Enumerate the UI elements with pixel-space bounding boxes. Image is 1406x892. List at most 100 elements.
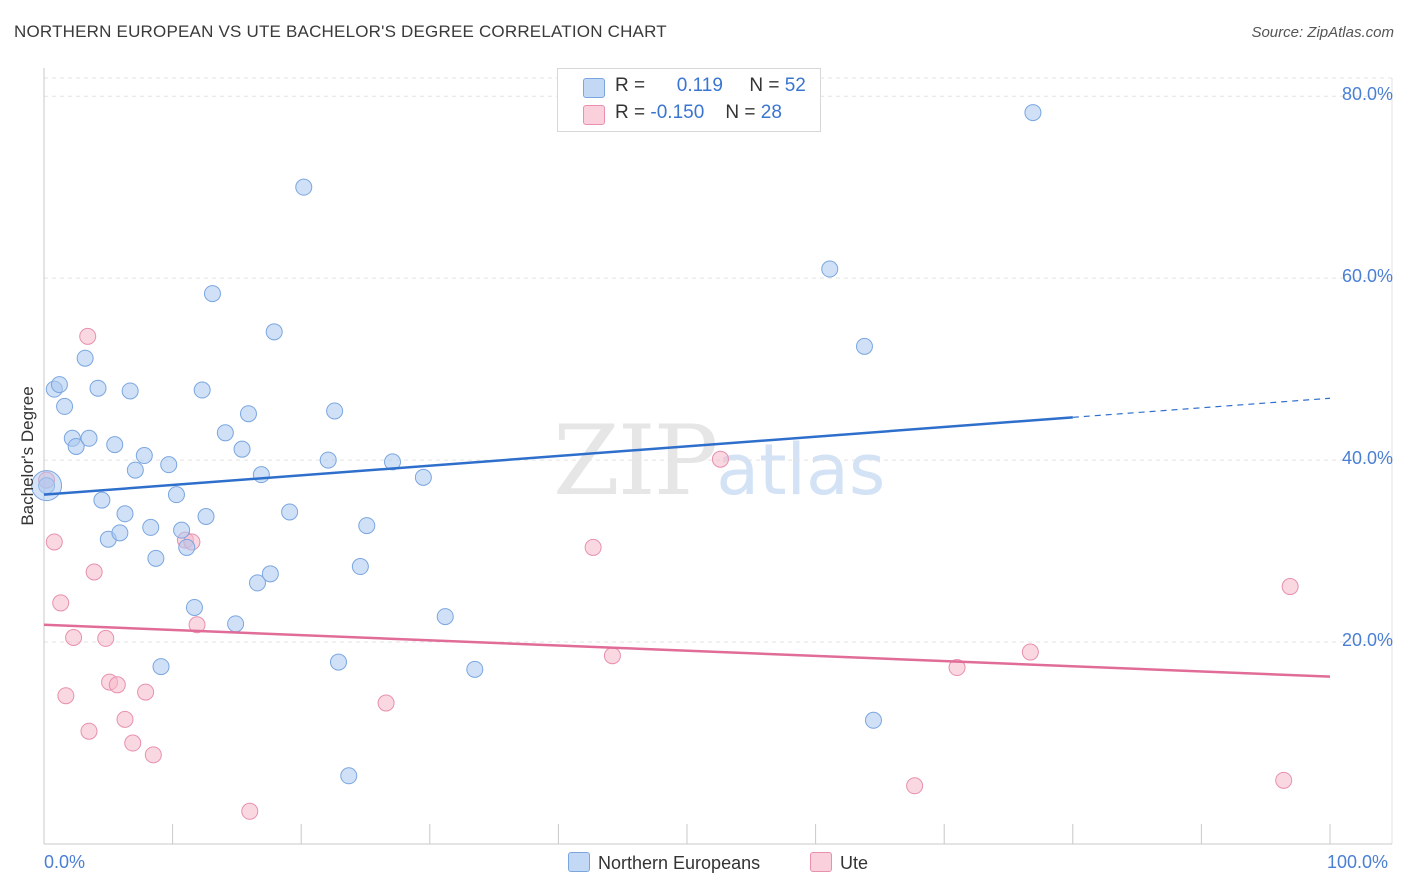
ute-point <box>57 687 75 705</box>
northern-european-point <box>111 524 129 542</box>
ute-point <box>116 710 134 728</box>
ute-point <box>144 746 162 764</box>
ute-point <box>188 616 206 634</box>
northern-european-point <box>167 486 185 504</box>
northern-european-point <box>319 451 337 469</box>
legend-r-label: R = <box>615 75 646 96</box>
northern-european-point <box>855 337 873 355</box>
northern-european-point <box>1024 104 1042 122</box>
ute-point <box>108 676 126 694</box>
ute-point <box>241 802 259 820</box>
ute-point <box>603 647 621 665</box>
legend-swatch-pink <box>810 852 832 872</box>
northern-european-point <box>142 518 160 536</box>
ute-trend-line <box>43 623 1331 678</box>
legend-r-label: R = <box>615 102 646 123</box>
ute-point <box>79 327 97 345</box>
northern-european-point <box>340 767 358 785</box>
northern-european-point <box>821 260 839 278</box>
ute-point <box>1021 643 1039 661</box>
northern-european-point <box>216 424 234 442</box>
northern-european-point <box>203 285 221 303</box>
northern-european-point <box>193 381 211 399</box>
source-label: Source: ZipAtlas.com <box>1251 24 1394 41</box>
ute-point <box>80 722 98 740</box>
northern-european-point <box>89 379 107 397</box>
northern-european-point <box>248 574 266 592</box>
legend-label-ute: Ute <box>840 853 869 873</box>
x-tick-label-max: 100.0% <box>1327 852 1389 872</box>
northern-european-trend-extension <box>1072 397 1331 418</box>
northern-european-point <box>329 653 347 671</box>
ute-point <box>85 563 103 581</box>
northern-european-point <box>197 508 215 526</box>
trend-lines <box>43 397 1331 678</box>
northern-european-points <box>31 104 1042 785</box>
northern-european-point <box>56 397 74 415</box>
northern-european-point <box>252 466 270 484</box>
legend-swatch-blue <box>583 78 605 98</box>
northern-european-point <box>233 440 251 458</box>
legend-r-value: 0.119 <box>676 75 723 96</box>
northern-european-point <box>261 565 279 583</box>
legend-swatch-blue <box>568 852 590 872</box>
northern-european-point <box>466 660 484 678</box>
northern-european-point <box>436 608 454 626</box>
ute-point <box>45 533 63 551</box>
ute-point <box>137 683 155 701</box>
northern-european-point <box>126 461 144 479</box>
northern-european-point <box>351 558 369 576</box>
northern-european-point <box>265 323 283 341</box>
legend-label-northern-europeans: Northern Europeans <box>598 853 761 873</box>
legend-n-value: 28 <box>760 102 782 123</box>
correlation-legend: R = 0.119 N = 52 R = -0.150 N = 28 <box>557 68 821 132</box>
northern-european-point <box>414 468 432 486</box>
northern-european-trend-line <box>43 416 1073 496</box>
watermark-zip: ZIP <box>553 405 718 517</box>
northern-european-point <box>76 349 94 367</box>
ute-point <box>906 777 924 795</box>
ute-point <box>948 659 966 677</box>
northern-european-point <box>326 402 344 420</box>
x-tick-label-min: 0.0% <box>44 852 86 872</box>
northern-european-point <box>864 711 882 729</box>
ute-points <box>38 327 1299 820</box>
northern-european-point <box>67 437 85 455</box>
northern-european-point <box>384 453 402 471</box>
ute-point <box>52 594 70 612</box>
ute-point <box>65 629 83 646</box>
ute-point <box>584 538 602 556</box>
northern-european-point <box>160 456 178 474</box>
legend-n-value: 52 <box>784 75 806 96</box>
legend-item-northern-europeans[interactable]: Northern Europeans <box>568 852 760 874</box>
northern-european-point <box>281 503 299 521</box>
northern-european-point <box>173 521 191 539</box>
legend-n-label: N = <box>749 75 780 96</box>
legend-swatch-pink <box>583 105 605 125</box>
ute-point <box>377 694 395 712</box>
legend-r-value: -0.150 <box>650 102 705 123</box>
northern-european-point <box>152 658 170 676</box>
northern-european-point <box>358 517 376 535</box>
northern-european-point <box>239 405 257 423</box>
northern-european-point <box>121 382 139 400</box>
ute-point <box>124 734 142 752</box>
northern-european-point <box>80 429 98 447</box>
ute-point <box>97 629 115 647</box>
northern-european-point <box>116 505 134 523</box>
northern-european-point <box>295 178 313 196</box>
ute-point <box>1275 771 1293 789</box>
y-axis-label: Bachelor's Degree <box>18 386 37 526</box>
northern-european-point <box>185 598 203 616</box>
legend-n-label: N = <box>725 102 756 123</box>
northern-european-point <box>135 447 153 465</box>
northern-european-point <box>106 436 124 454</box>
y-tick-label: 40.0% <box>1341 448 1393 469</box>
northern-european-point <box>147 549 165 567</box>
ute-point <box>711 450 729 468</box>
legend-item-ute[interactable]: Ute <box>810 852 868 874</box>
northern-european-point <box>93 491 111 509</box>
ute-point <box>1281 578 1299 596</box>
y-tick-label: 60.0% <box>1341 266 1393 287</box>
